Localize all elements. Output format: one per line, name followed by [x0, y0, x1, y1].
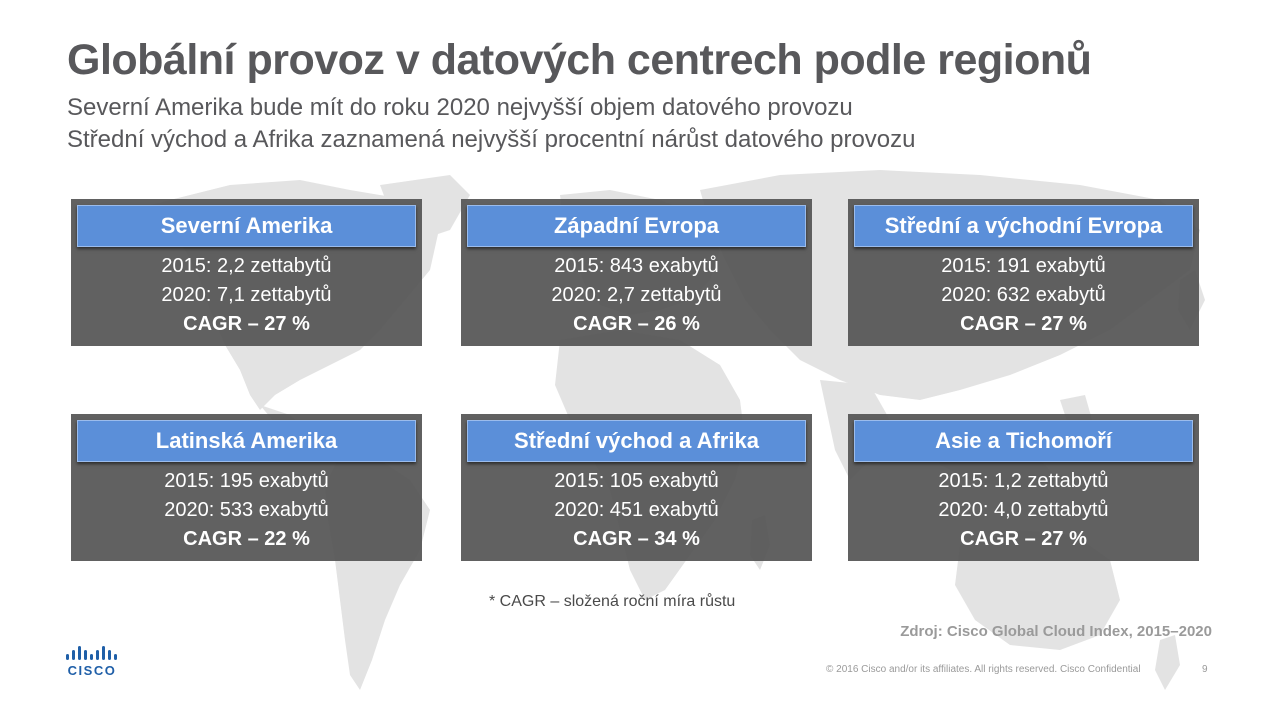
region-name: Latinská Amerika	[77, 420, 416, 462]
region-card-latinska-amerika: Latinská Amerika 2015: 195 exabytů 2020:…	[71, 414, 422, 561]
slide-title: Globální provoz v datových centrech podl…	[67, 36, 1092, 84]
region-card-stredni-vychod-a-afrika: Střední východ a Afrika 2015: 105 exabyt…	[461, 414, 812, 561]
value-2020: 2020: 533 exabytů	[164, 499, 329, 521]
cagr-value: CAGR – 22 %	[183, 528, 310, 550]
cagr-footnote: * CAGR – složená roční míra růstu	[489, 593, 736, 610]
region-name: Asie a Tichomoří	[854, 420, 1193, 462]
cagr-value: CAGR – 34 %	[573, 528, 700, 550]
cisco-bars-icon	[66, 646, 117, 660]
subtitle-line-2: Střední východ a Afrika zaznamená nejvyš…	[67, 126, 916, 153]
value-2020: 2020: 632 exabytů	[941, 284, 1106, 306]
page-number: 9	[1202, 664, 1208, 675]
cagr-value: CAGR – 27 %	[183, 313, 310, 335]
region-name: Střední a východní Evropa	[854, 205, 1193, 247]
value-2015: 2015: 1,2 zettabytů	[938, 470, 1109, 492]
value-2020: 2020: 7,1 zettabytů	[161, 284, 332, 306]
region-name: Severní Amerika	[77, 205, 416, 247]
logo-wordmark: CISCO	[67, 663, 117, 678]
cagr-value: CAGR – 26 %	[573, 313, 700, 335]
value-2015: 2015: 843 exabytů	[554, 255, 719, 277]
region-name: Západní Evropa	[467, 205, 806, 247]
value-2020: 2020: 4,0 zettabytů	[938, 499, 1109, 521]
value-2015: 2015: 195 exabytů	[164, 470, 329, 492]
value-2015: 2015: 105 exabytů	[554, 470, 719, 492]
region-card-severni-amerika: Severní Amerika 2015: 2,2 zettabytů 2020…	[71, 199, 422, 346]
cagr-value: CAGR – 27 %	[960, 313, 1087, 335]
subtitle-line-1: Severní Amerika bude mít do roku 2020 ne…	[67, 94, 853, 121]
cagr-value: CAGR – 27 %	[960, 528, 1087, 550]
region-name: Střední východ a Afrika	[467, 420, 806, 462]
value-2020: 2020: 451 exabytů	[554, 499, 719, 521]
value-2015: 2015: 2,2 zettabytů	[161, 255, 332, 277]
cisco-logo-icon: CISCO	[64, 644, 120, 678]
value-2020: 2020: 2,7 zettabytů	[551, 284, 722, 306]
region-card-zapadni-evropa: Západní Evropa 2015: 843 exabytů 2020: 2…	[461, 199, 812, 346]
region-card-stredni-a-vychodni-evropa: Střední a východní Evropa 2015: 191 exab…	[848, 199, 1199, 346]
copyright-text: © 2016 Cisco and/or its affiliates. All …	[826, 664, 1141, 675]
value-2015: 2015: 191 exabytů	[941, 255, 1106, 277]
source-citation: Zdroj: Cisco Global Cloud Index, 2015–20…	[900, 623, 1212, 640]
region-card-asie-a-tichomori: Asie a Tichomoří 2015: 1,2 zettabytů 202…	[848, 414, 1199, 561]
